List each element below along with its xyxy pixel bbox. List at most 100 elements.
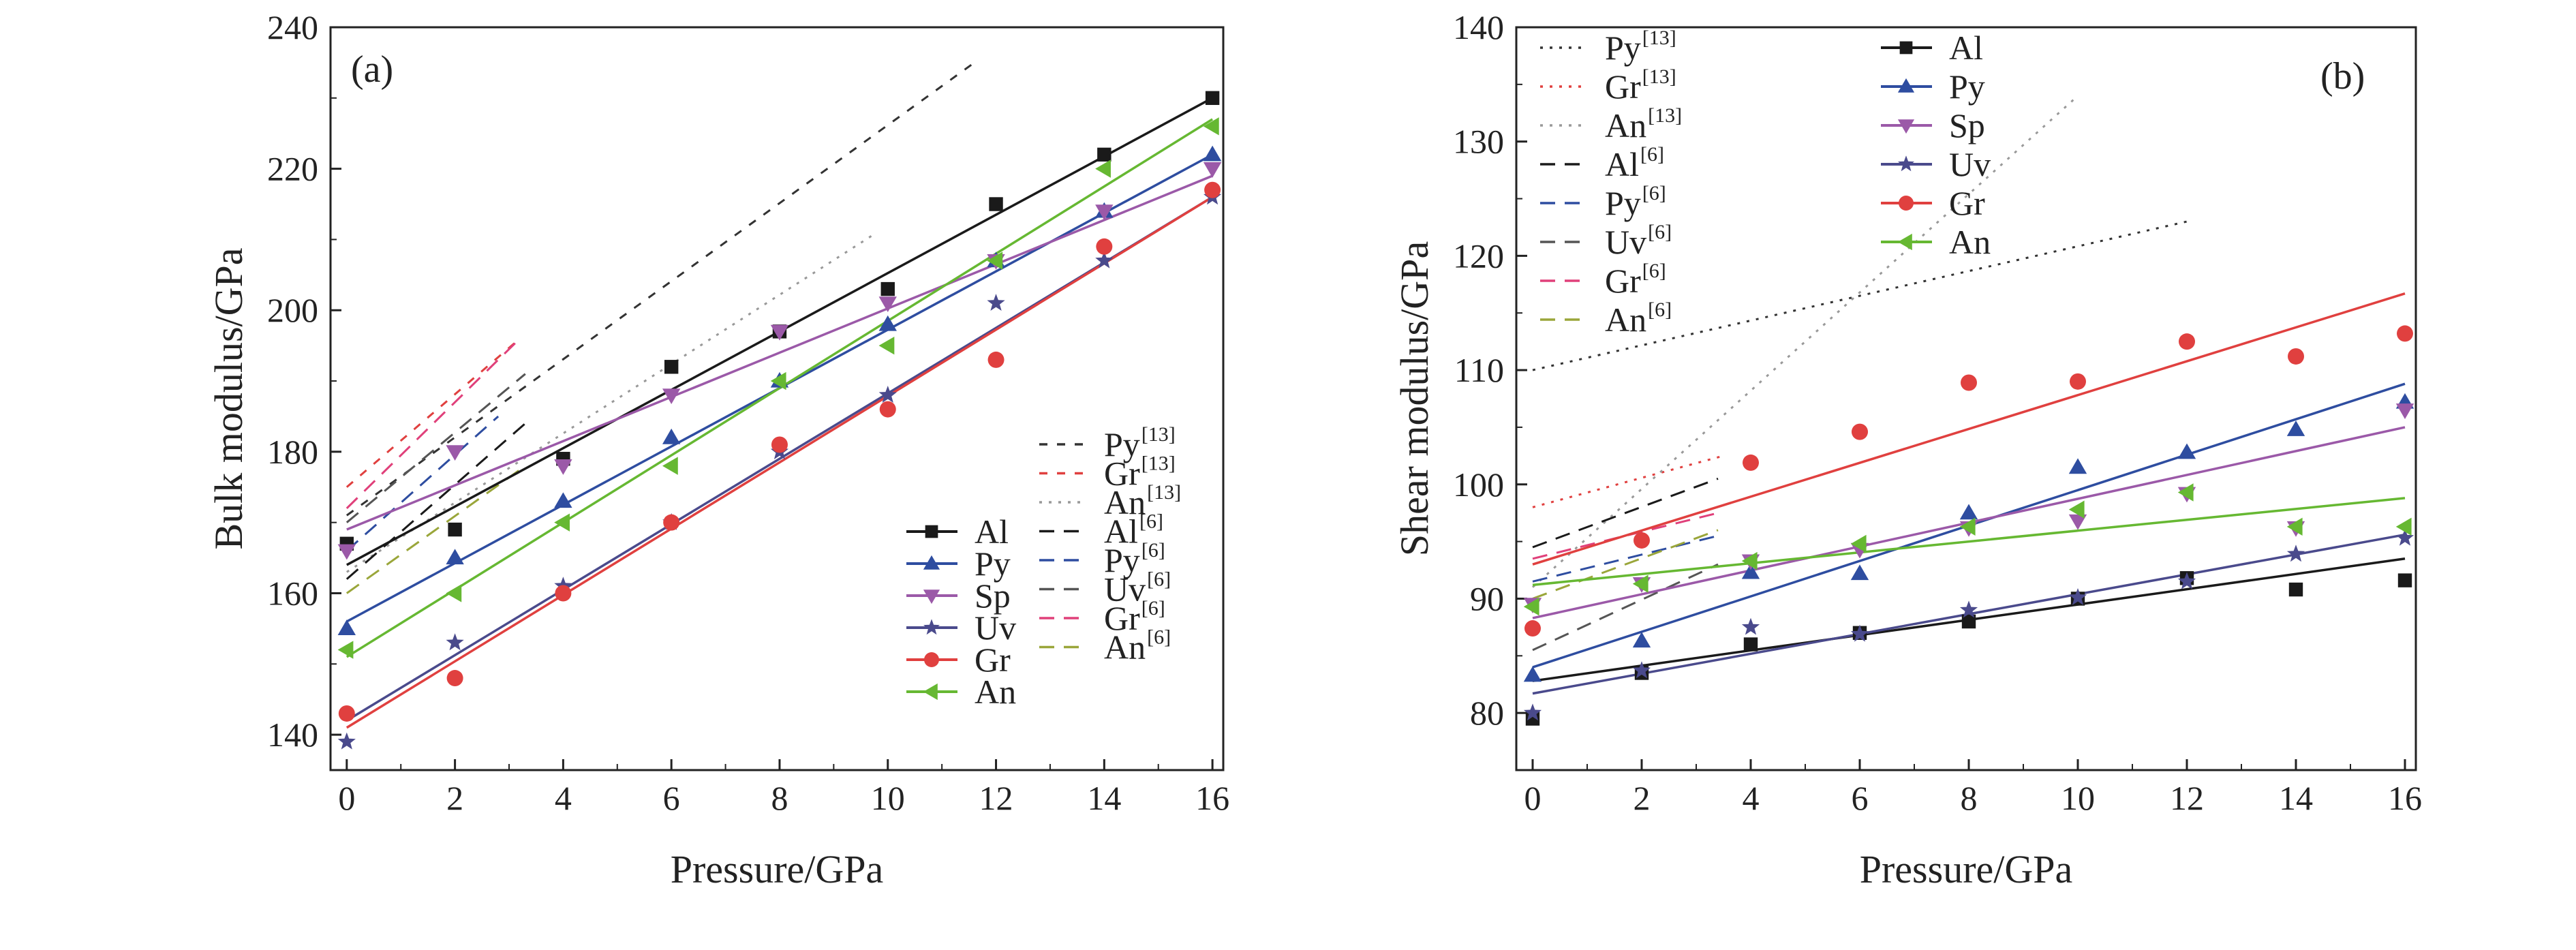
data-point-uv [1523, 703, 1542, 721]
y-tick-label: 100 [1453, 465, 1504, 504]
reference-line-an [346, 465, 526, 594]
plot-frame [329, 26, 1225, 771]
data-point-sp [1095, 204, 1114, 221]
data-point-an [1741, 551, 1758, 570]
chart-panel-a: 0 2 4 6 8 10 12 14 16 140 160 180 200 220 240 Pressure/… [206, 8, 1229, 891]
data-point-an [1632, 574, 1649, 593]
legend-marker-an [923, 683, 938, 701]
legend-marker-sp [923, 589, 940, 604]
fit-line-an [346, 118, 1214, 658]
data-point-sp [662, 388, 681, 405]
legend-ref-label-gr: Gr [1104, 455, 1140, 493]
y-tick-label: 140 [1453, 8, 1504, 46]
data-point-py [1203, 145, 1222, 162]
data-point-sp [2395, 403, 2414, 419]
y-tick-label: 200 [267, 291, 318, 329]
data-point-uv [1741, 617, 1760, 635]
legend-marker-py [923, 555, 940, 570]
legend-ref-label-an: An [1605, 301, 1646, 339]
data-point-gr [1096, 238, 1113, 255]
legend-marker-sp [1897, 119, 1915, 134]
data-point-uv [1095, 251, 1114, 269]
data-point-sp [554, 459, 572, 475]
legend-ref-citation: [6] [1648, 221, 1672, 243]
data-point-gr [2179, 333, 2195, 350]
y-tick-label: 220 [267, 150, 318, 188]
legend-label-an: An [975, 673, 1016, 711]
fit-line-uv [1532, 533, 2406, 695]
x-tick-label: 8 [1961, 779, 1978, 817]
x-tick-label: 2 [1634, 779, 1651, 817]
data-point-al [448, 522, 462, 537]
data-point-py [337, 619, 356, 635]
data-point-sp [878, 296, 897, 313]
data-point-an [662, 457, 678, 475]
legend-label-uv: Uv [1949, 145, 1991, 183]
data-point-an [337, 641, 354, 659]
legend-ref-label-gr: Gr [1104, 599, 1140, 637]
x-tick-label: 0 [338, 779, 355, 817]
legend-label-al: Al [1949, 29, 1983, 67]
x-axis-title: Pressure/GPa [1860, 847, 2073, 891]
data-point-al [880, 281, 895, 296]
x-tick-label: 10 [871, 779, 905, 817]
data-point-py [554, 492, 572, 508]
data-point-uv [2177, 572, 2196, 589]
data-point-uv [878, 386, 897, 403]
legend-marker-gr [1899, 196, 1914, 211]
data-point-sp [2068, 514, 2087, 530]
data-point-gr [555, 585, 572, 602]
legend-ref-citation: [6] [1642, 182, 1666, 204]
data-point-py [446, 549, 464, 565]
data-point-uv [1959, 600, 1978, 618]
data-point-gr [987, 351, 1005, 368]
legend-ref-citation: [13] [1648, 104, 1682, 127]
legend-ref-label-gr: Gr [1605, 262, 1641, 300]
data-point-an [1523, 598, 1539, 616]
y-tick-label: 120 [1453, 236, 1504, 275]
legend-label-py: Py [975, 545, 1011, 583]
reference-line-uv [346, 373, 526, 523]
y-tick-label: 240 [267, 8, 318, 46]
reference-line-al [1532, 477, 1719, 549]
fit-line-an [1532, 497, 2406, 587]
data-point-an [2286, 517, 2303, 536]
fit-line-sp [346, 174, 1213, 531]
data-point-al [664, 360, 679, 374]
reference-line-uv [1532, 563, 1719, 652]
legend-ref-label-an: An [1605, 106, 1646, 144]
legend-ref-citation: [6] [1147, 568, 1171, 591]
data-point-an [2395, 517, 2412, 536]
data-point-al [1743, 637, 1758, 652]
x-tick-label: 10 [2061, 779, 2095, 817]
data-point-an [446, 584, 462, 602]
legend-ref-label-uv: Uv [1104, 570, 1146, 609]
y-axis-title: Bulk modulus/GPa [206, 247, 251, 549]
data-point-py [1959, 504, 1978, 520]
y-tick-label: 160 [267, 574, 318, 612]
data-point-py [1523, 666, 1542, 682]
legend-label-py: Py [1949, 67, 1985, 106]
data-point-py [878, 315, 897, 331]
x-tick-label: 8 [771, 779, 788, 817]
data-point-an [2068, 500, 2085, 519]
reference-line-py [1532, 534, 1719, 583]
data-point-uv [2286, 545, 2305, 562]
data-point-an [554, 513, 570, 532]
reference-line-gr [346, 337, 521, 488]
data-point-py [1850, 564, 1869, 581]
data-point-gr [1852, 423, 1868, 440]
y-tick-label: 180 [267, 433, 318, 471]
x-tick-label: 14 [1087, 779, 1121, 817]
data-point-al [2397, 573, 2412, 587]
data-point-uv [446, 633, 464, 651]
legend-ref-citation: [6] [1141, 597, 1165, 619]
data-point-al [2288, 582, 2303, 597]
plot-frame [1515, 26, 2417, 771]
x-tick-label: 6 [1852, 779, 1869, 817]
legend-marker-al [1899, 41, 1913, 55]
x-tick-label: 6 [663, 779, 680, 817]
data-point-al [1205, 91, 1220, 106]
legend-ref-label-py: Py [1605, 29, 1641, 67]
data-point-an [1850, 534, 1867, 553]
